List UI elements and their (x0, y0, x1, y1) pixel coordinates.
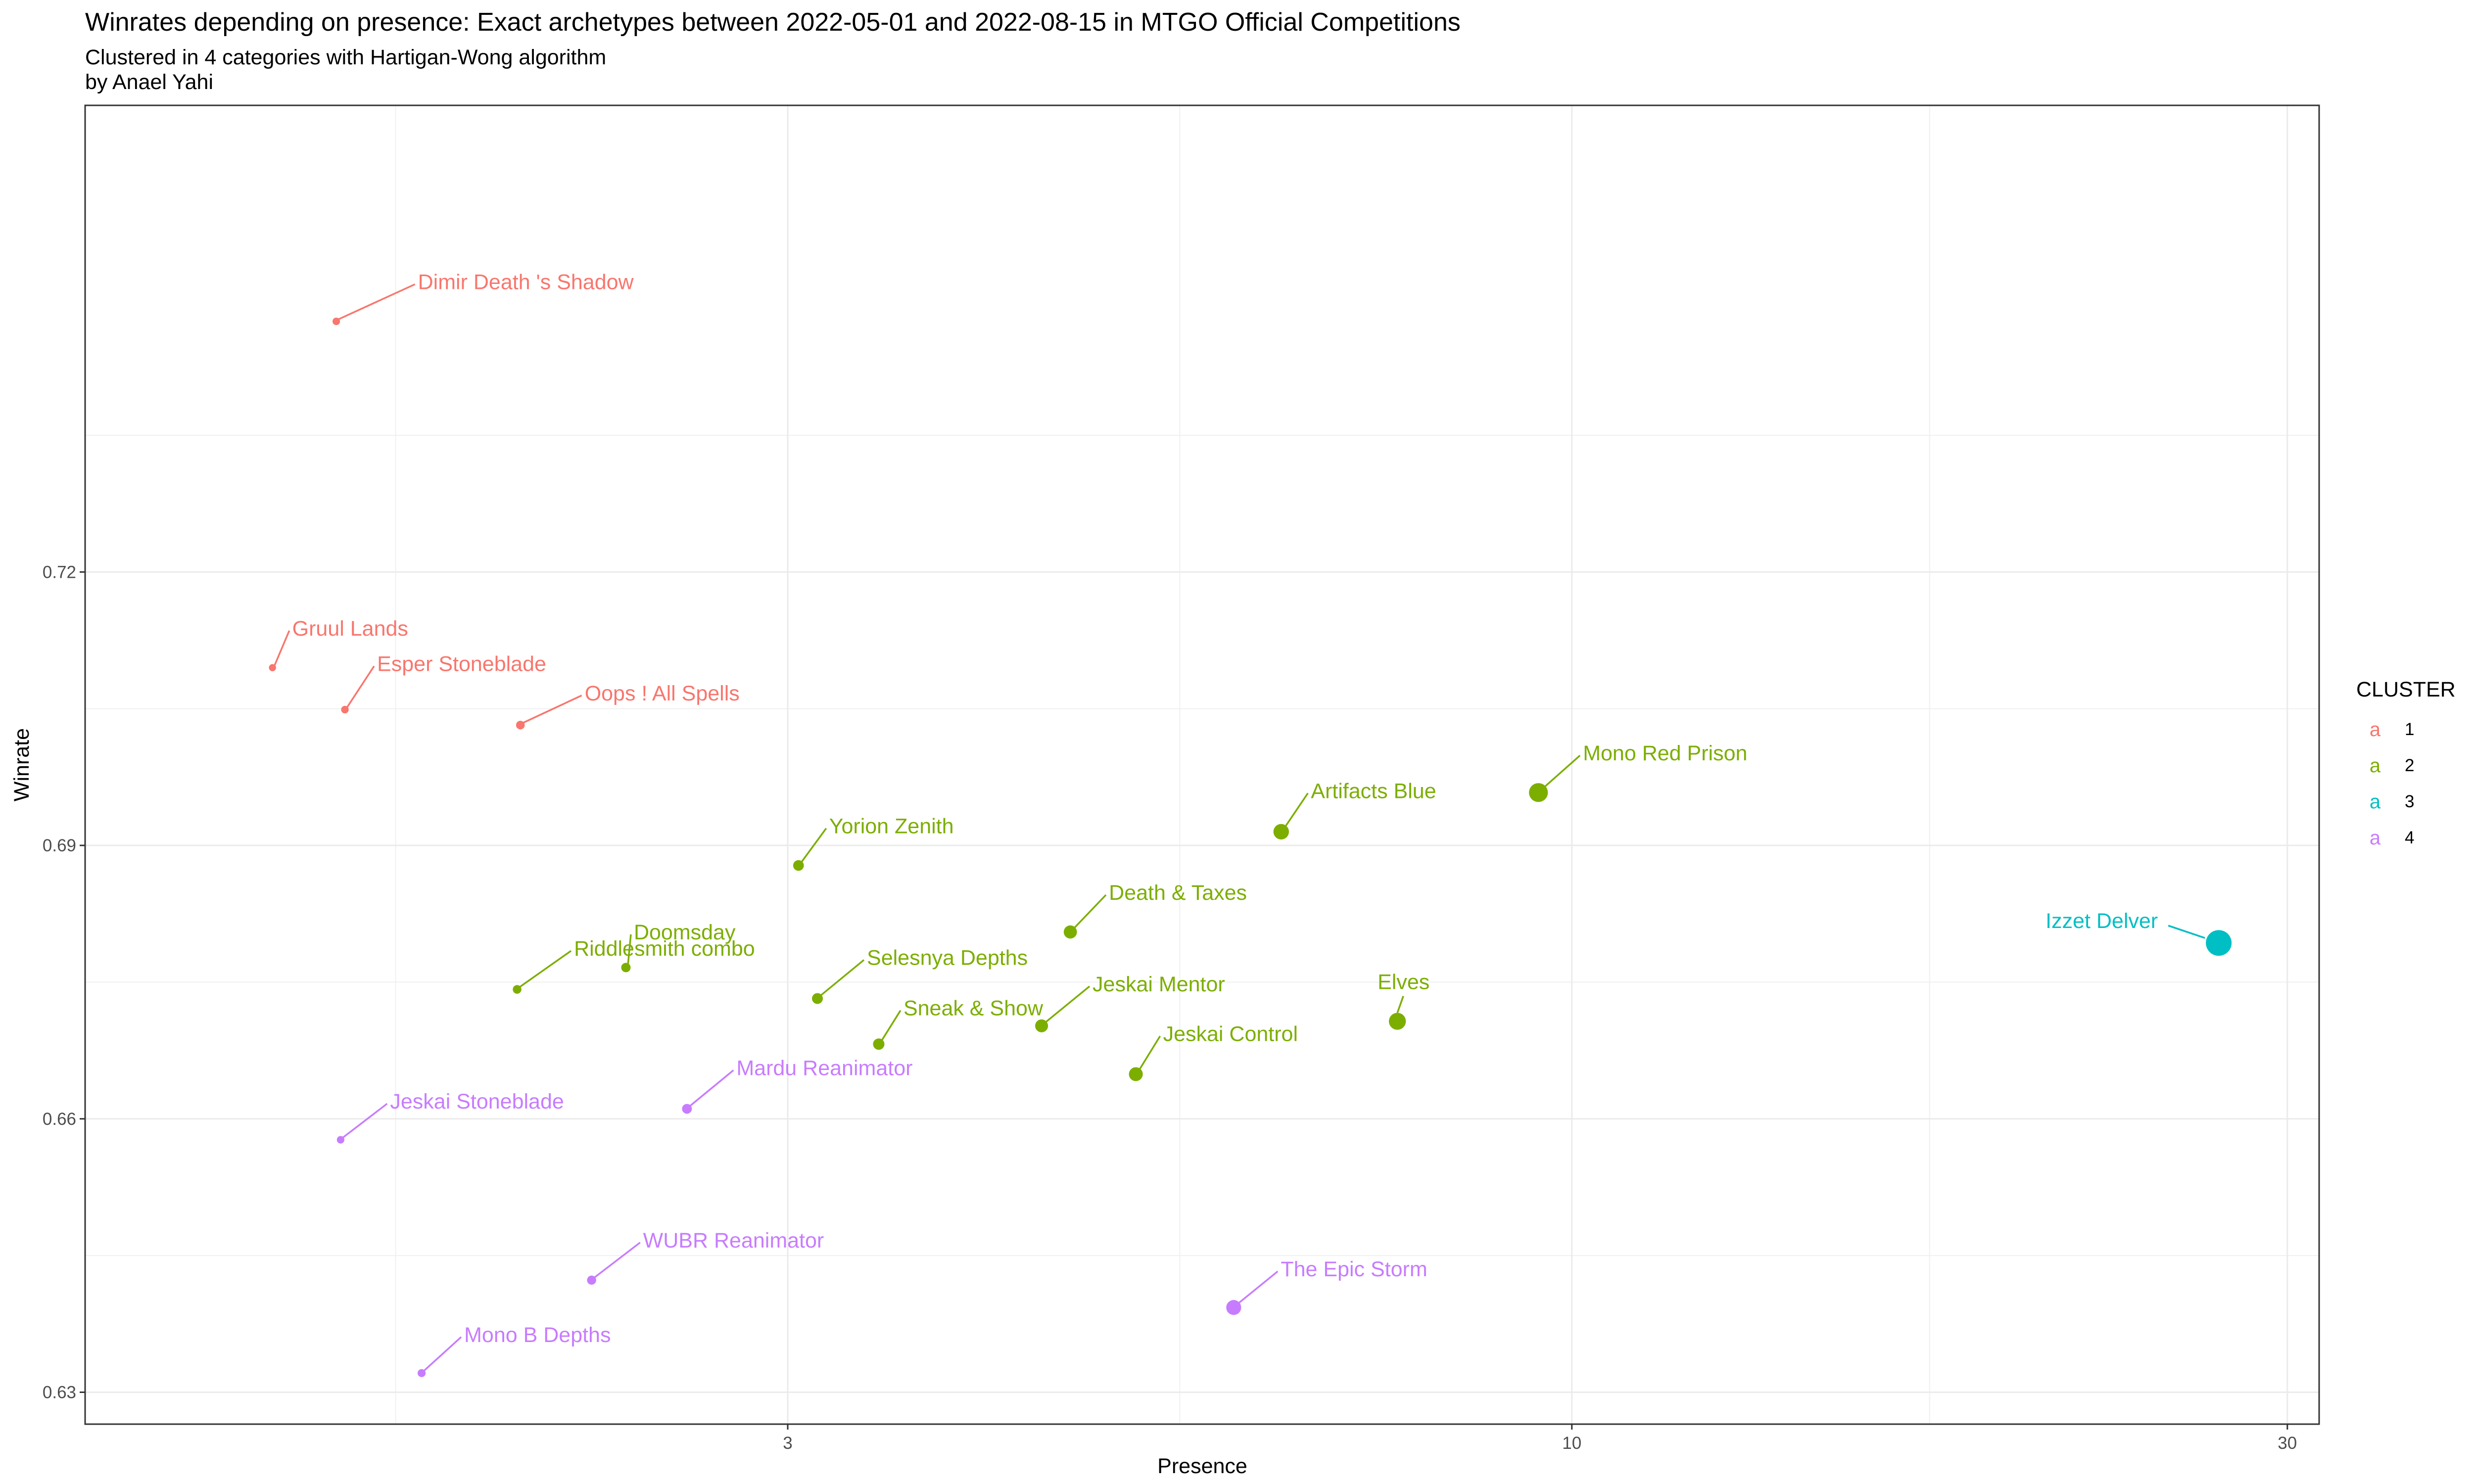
point-label: The Epic Storm (1281, 1257, 1427, 1281)
legend-entries: a 1 a 2 a 3 a 4 (2370, 719, 2415, 849)
point-label: Jeskai Control (1163, 1022, 1298, 1046)
x-axis-title: Presence (1157, 1454, 1247, 1478)
data-point (269, 664, 276, 672)
legend-key: a (2370, 719, 2381, 741)
point-label: Mono Red Prison (1583, 742, 1747, 765)
label-leader-line (800, 828, 827, 864)
data-point (516, 721, 525, 730)
label-leader-line (337, 283, 416, 321)
point-label: Yorion Zenith (829, 815, 954, 838)
grid-lines (85, 105, 2319, 1424)
point-label: Mono B Depths (464, 1323, 611, 1347)
data-point (621, 963, 631, 973)
label-leader-line (1137, 1035, 1161, 1073)
data-point (417, 1369, 426, 1377)
data-point (2206, 930, 2232, 956)
legend-title: CLUSTER (2356, 678, 2456, 701)
plot-panel (85, 105, 2319, 1424)
label-leader-line (522, 695, 582, 724)
legend-key: a (2370, 755, 2381, 777)
point-label: Doomsday (634, 921, 736, 944)
data-points: Dimir Death 's Shadow Gruul Lands Esper St… (269, 271, 2232, 1377)
data-point (336, 1136, 344, 1144)
label-leader-line (627, 934, 632, 966)
point-label: Elves (1378, 971, 1429, 994)
data-point (1226, 1300, 1241, 1315)
y-tick-label: 0.66 (43, 1110, 76, 1129)
x-tick-label: 30 (2278, 1434, 2297, 1453)
point-label: Esper Stoneblade (377, 652, 546, 676)
x-tick-label: 10 (1562, 1434, 1581, 1453)
axis-ticks: 0.63 0.66 0.69 0.72 3 10 30 (43, 562, 2297, 1453)
chart-subtitle-line-2: by Anael Yahi (85, 70, 213, 94)
chart-subtitle-line-1: Clustered in 4 categories with Hartigan-… (85, 46, 606, 69)
data-point (1273, 824, 1289, 840)
y-axis-title: Winrate (10, 728, 34, 801)
label-leader-line (688, 1069, 734, 1108)
y-tick-label: 0.69 (43, 836, 76, 855)
data-point (1035, 1019, 1048, 1032)
point-label: WUBR Reanimator (643, 1229, 824, 1252)
point-label: Selesnya Depths (867, 946, 1028, 970)
legend-label: 4 (2405, 828, 2414, 847)
data-point (1063, 925, 1077, 939)
data-point (513, 985, 522, 994)
point-label: Riddlesmith combo (574, 937, 755, 961)
point-label: Artifacts Blue (1311, 779, 1436, 803)
data-point (1529, 783, 1548, 802)
label-leader-line (593, 1242, 641, 1279)
y-tick-label: 0.72 (43, 562, 76, 582)
legend: CLUSTER a 1 a 2 a 3 a 4 (2356, 678, 2456, 849)
label-leader-line (1540, 754, 1581, 791)
data-point (587, 1275, 596, 1285)
label-leader-line (1235, 1270, 1279, 1306)
data-point (1129, 1067, 1143, 1081)
y-tick-label: 0.63 (43, 1383, 76, 1402)
label-leader-line (274, 630, 290, 666)
point-label: Izzet Delver (2046, 909, 2158, 933)
point-label: Jeskai Mentor (1093, 973, 1225, 996)
data-point (682, 1104, 692, 1114)
point-label: Death & Taxes (1109, 881, 1247, 905)
point-label: Mardu Reanimator (736, 1057, 912, 1080)
point-label: Sneak & Show (904, 997, 1044, 1020)
label-leader-line (2168, 925, 2205, 939)
label-leader-line (1282, 792, 1309, 831)
label-leader-line (342, 1103, 388, 1139)
label-leader-line (519, 950, 572, 988)
data-point (873, 1038, 885, 1050)
label-leader-line (423, 1336, 462, 1372)
legend-key: a (2370, 791, 2381, 813)
legend-label: 2 (2405, 756, 2414, 775)
label-leader-line (1071, 894, 1107, 931)
label-leader-line (1043, 985, 1091, 1025)
point-label: Oops ! All Spells (585, 682, 740, 705)
plot-border (84, 104, 2320, 1425)
data-point (812, 993, 823, 1004)
legend-key: a (2370, 827, 2381, 849)
point-label: Dimir Death 's Shadow (418, 271, 634, 294)
label-leader-line (1396, 996, 1404, 1014)
label-leader-line (880, 1010, 902, 1043)
data-point (341, 705, 349, 714)
point-label: Gruul Lands (292, 617, 408, 641)
point-label: Jeskai Stoneblade (390, 1090, 564, 1113)
legend-label: 1 (2405, 720, 2414, 739)
legend-label: 3 (2405, 792, 2414, 811)
data-point (793, 860, 804, 871)
chart-title: Winrates depending on presence: Exact ar… (85, 8, 1461, 37)
data-point (1388, 1013, 1406, 1030)
label-leader-line (818, 959, 865, 997)
x-tick-label: 3 (783, 1434, 792, 1453)
label-leader-line (346, 665, 375, 708)
data-point (333, 318, 340, 325)
